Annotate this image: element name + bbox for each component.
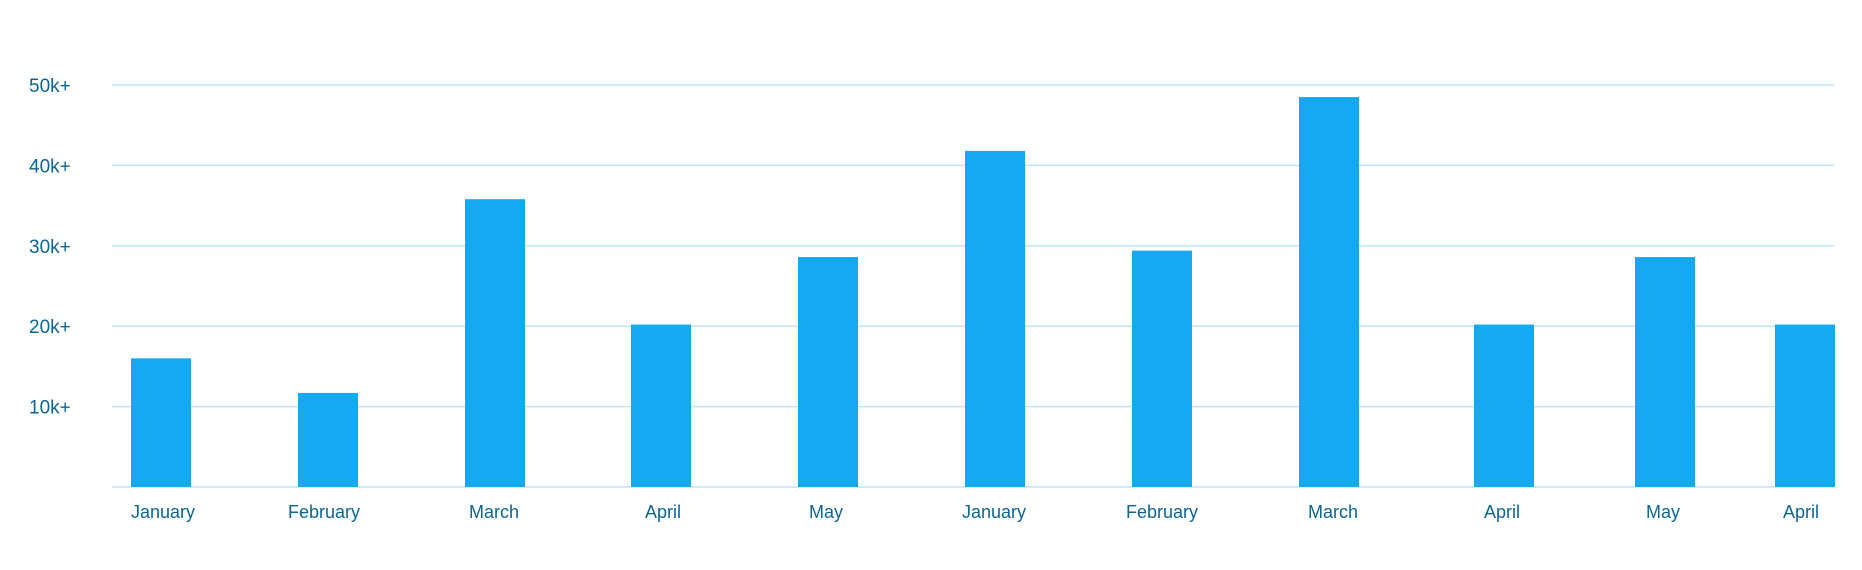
x-category-label: March	[469, 502, 519, 522]
bar-april-8	[1474, 324, 1534, 487]
y-tick-label: 30k+	[29, 237, 71, 258]
y-axis-tick-labels: 10k+ 20k+ 30k+ 40k+ 50k+	[29, 76, 71, 419]
x-category-label: February	[1126, 502, 1198, 522]
x-category-label: January	[131, 502, 195, 522]
x-category-label: January	[962, 502, 1026, 522]
x-category-label: February	[288, 502, 360, 522]
bar-may-9	[1635, 257, 1695, 487]
x-category-label: April	[1783, 502, 1819, 522]
bar-april-3	[631, 324, 691, 487]
x-category-label: March	[1308, 502, 1358, 522]
bars	[131, 97, 1835, 488]
bar-february-1	[298, 392, 358, 487]
x-category-label: April	[1484, 502, 1520, 522]
bar-february-6	[1132, 250, 1192, 487]
bar-january-5	[965, 150, 1025, 488]
bar-january-0	[131, 358, 191, 487]
x-category-label: May	[1646, 502, 1680, 522]
x-axis-category-labels: January February March April May January Febru…	[131, 502, 1819, 522]
y-tick-label: 10k+	[29, 398, 71, 419]
x-category-label: May	[809, 502, 843, 522]
y-tick-label: 20k+	[29, 317, 71, 338]
x-category-label: April	[645, 502, 681, 522]
y-tick-label: 40k+	[29, 156, 71, 177]
bar-may-4	[798, 257, 858, 487]
bar-april-10	[1775, 324, 1835, 487]
bar-march-2	[465, 199, 525, 487]
bar-march-7	[1299, 97, 1359, 487]
y-tick-label: 50k+	[29, 76, 71, 97]
